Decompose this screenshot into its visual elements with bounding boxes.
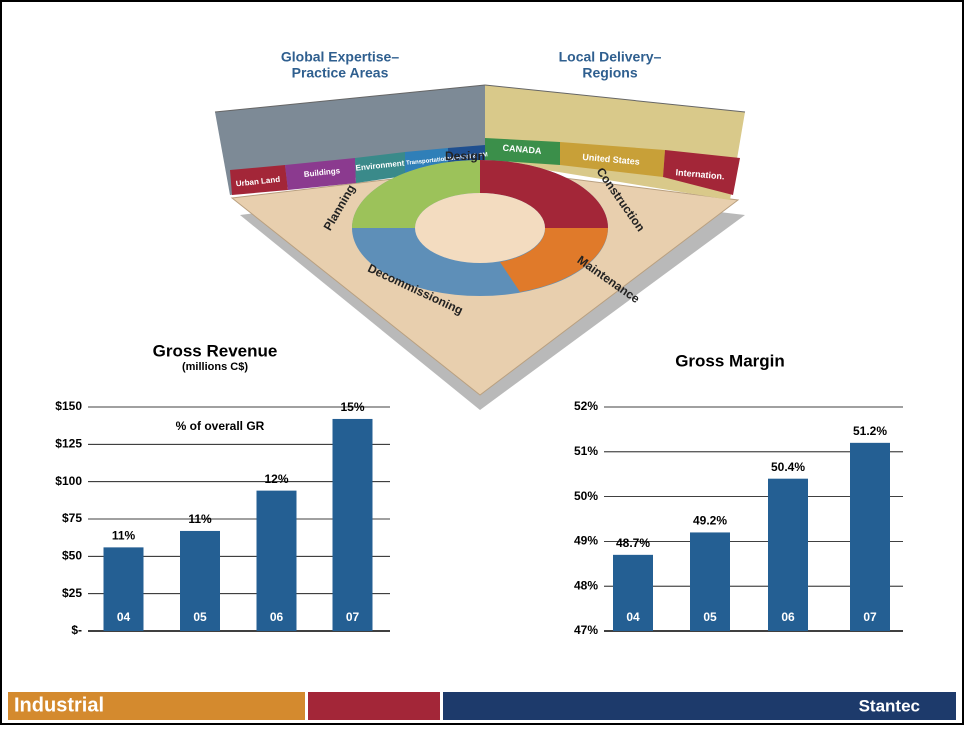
- bar: [690, 532, 730, 631]
- practice-area: Buildings: [303, 166, 341, 179]
- x-tick-label: 04: [626, 610, 640, 624]
- area-strip: [230, 165, 288, 195]
- y-tick-label: $150: [55, 399, 82, 413]
- data-label: 50.4%: [771, 460, 805, 474]
- section-label: Industrial: [14, 694, 104, 716]
- panel-edge: [484, 84, 746, 113]
- y-tick-label: 48%: [574, 578, 598, 592]
- practice-area: Industrial & PM: [444, 152, 488, 163]
- data-label: 11%: [112, 529, 136, 543]
- footer-bar: [443, 692, 956, 720]
- x-tick-label: 04: [117, 610, 131, 624]
- heading: Regions: [582, 65, 637, 81]
- y-tick-label: 51%: [574, 444, 598, 458]
- data-label: 12%: [264, 472, 288, 486]
- region: United States: [582, 152, 640, 167]
- practice-area: Transportation: [406, 156, 449, 166]
- chart-subtitle: (millions C$): [182, 361, 248, 373]
- charts: Gross Revenue(millions C$) % of overall G…: [55, 341, 903, 637]
- x-tick-label: 05: [193, 610, 207, 624]
- x-tick-label: 06: [270, 610, 284, 624]
- bar: [768, 478, 808, 631]
- donut-segment: [500, 228, 608, 292]
- x-tick-label: 06: [781, 610, 795, 624]
- annotation: % of overall GR: [176, 419, 265, 433]
- y-tick-label: 49%: [574, 534, 598, 548]
- y-tick-label: 50%: [574, 489, 598, 503]
- y-tick-label: $25: [62, 586, 82, 600]
- y-tick-label: $75: [62, 511, 82, 525]
- heading: Local Delivery–: [559, 49, 662, 65]
- footer-bar: [8, 692, 305, 720]
- heading: Global Expertise–: [281, 49, 399, 65]
- x-tick-label: 05: [703, 610, 717, 624]
- y-tick-label: 52%: [574, 399, 598, 413]
- area-strip: [355, 152, 405, 183]
- region-strip: [485, 138, 560, 165]
- data-label: 49.2%: [693, 514, 727, 528]
- donut-hole: [415, 193, 545, 263]
- chart-title: Gross Revenue: [153, 341, 278, 360]
- bar: [103, 547, 144, 631]
- y-tick-label: $50: [62, 549, 82, 563]
- donut-segment: [352, 160, 480, 228]
- data-label: 48.7%: [616, 536, 650, 550]
- bar: [180, 530, 220, 631]
- heading: Practice Areas: [292, 65, 389, 81]
- illustration: [214, 84, 746, 410]
- chart-title: Gross Margin: [675, 351, 785, 370]
- data-label: 11%: [188, 512, 212, 526]
- brand: Stantec: [859, 696, 920, 715]
- panel-edge: [214, 84, 486, 113]
- bar: [256, 490, 297, 631]
- phase: Design: [445, 149, 485, 163]
- bar: [850, 442, 890, 631]
- region: Internation.: [675, 167, 725, 181]
- y-tick-label: $125: [55, 437, 82, 451]
- y-tick-label: $100: [55, 474, 82, 488]
- bar: [613, 554, 653, 631]
- y-tick-label: 47%: [574, 623, 598, 637]
- region-strip: [560, 142, 665, 177]
- x-tick-label: 07: [346, 610, 360, 624]
- data-label: 51.2%: [853, 424, 887, 438]
- region: CANADA: [502, 143, 542, 156]
- x-tick-label: 07: [863, 610, 877, 624]
- donut-segment: [480, 160, 608, 228]
- data-label: 15%: [340, 400, 364, 414]
- footer-bar: [308, 692, 440, 720]
- area-strip: [285, 158, 356, 190]
- bar: [332, 418, 373, 631]
- region-strip: [663, 150, 740, 195]
- y-tick-label: $-: [71, 623, 82, 637]
